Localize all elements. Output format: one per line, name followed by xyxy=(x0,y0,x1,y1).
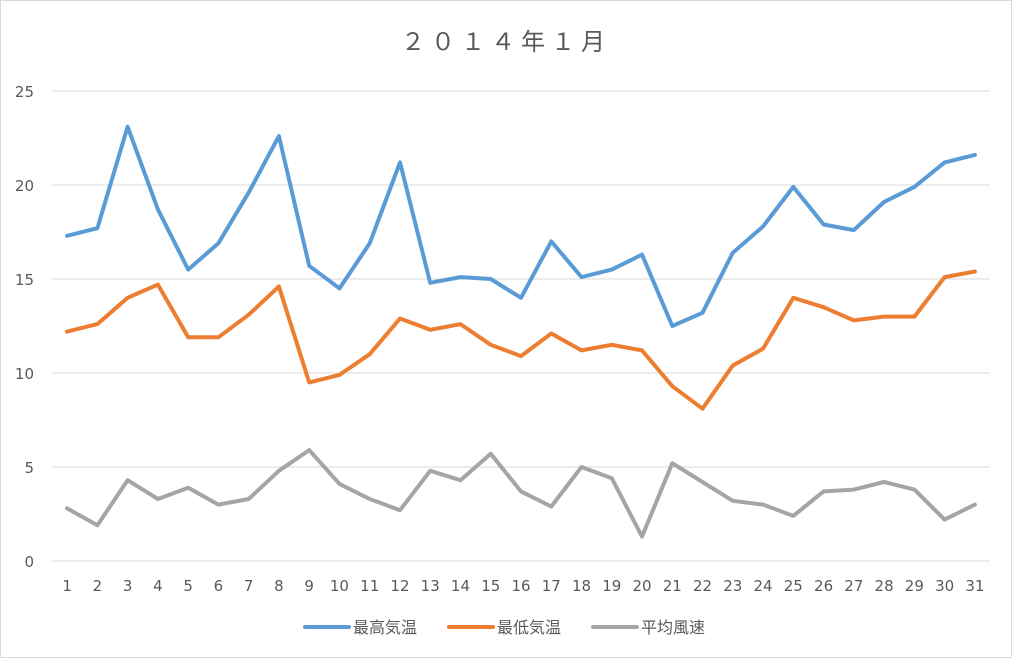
x-tick-label: 7 xyxy=(244,577,254,595)
x-tick-label: 11 xyxy=(360,577,379,595)
x-tick-label: 18 xyxy=(572,577,591,595)
x-tick-label: 9 xyxy=(304,577,314,595)
x-tick-label: 3 xyxy=(123,577,133,595)
x-tick-label: 2 xyxy=(93,577,103,595)
x-tick-label: 15 xyxy=(481,577,500,595)
x-tick-label: 16 xyxy=(511,577,530,595)
gridlines xyxy=(52,90,990,562)
legend-label: 最高気温 xyxy=(353,618,417,637)
legend-label: 最低気温 xyxy=(497,618,561,637)
x-tick-label: 21 xyxy=(663,577,682,595)
x-tick-label: 30 xyxy=(935,577,954,595)
x-tick-label: 28 xyxy=(875,577,894,595)
x-tick-label: 6 xyxy=(214,577,224,595)
legend-label: 平均風速 xyxy=(641,618,705,637)
x-tick-label: 23 xyxy=(723,577,742,595)
x-tick-label: 19 xyxy=(602,577,621,595)
y-tick-label: 15 xyxy=(15,271,34,289)
series-line-2 xyxy=(65,269,977,411)
legend: 最高気温 最低気温 平均風速 xyxy=(303,618,705,637)
x-tick-label: 27 xyxy=(844,577,863,595)
series-line-3 xyxy=(65,448,977,539)
x-tick-label: 4 xyxy=(153,577,163,595)
x-tick-label: 20 xyxy=(632,577,651,595)
x-tick-label: 8 xyxy=(274,577,284,595)
y-tick-label: 25 xyxy=(15,83,34,101)
x-tick-label: 10 xyxy=(330,577,349,595)
y-tick-label: 0 xyxy=(24,553,34,571)
series-lines xyxy=(65,124,977,539)
x-tick-label: 5 xyxy=(183,577,193,595)
y-axis-tick-labels: 0 5 10 15 20 25 xyxy=(15,83,34,571)
x-tick-label: 24 xyxy=(754,577,773,595)
y-tick-label: 20 xyxy=(15,177,34,195)
x-tick-label: 22 xyxy=(693,577,712,595)
series-line-1 xyxy=(65,124,977,328)
x-tick-label: 31 xyxy=(965,577,984,595)
x-tick-label: 14 xyxy=(451,577,470,595)
x-tick-label: 25 xyxy=(784,577,803,595)
x-tick-label: 29 xyxy=(905,577,924,595)
chart-title: ２０１４年１月 xyxy=(401,28,611,56)
x-tick-label: 13 xyxy=(421,577,440,595)
x-tick-label: 17 xyxy=(542,577,561,595)
x-tick-label: 1 xyxy=(62,577,72,595)
x-axis-tick-labels: 1 2 3 4 5 6 7 8 9 10 11 12 13 14 15 16 17 18 19 20 21 22 23 24 2… xyxy=(62,577,984,595)
x-tick-label: 12 xyxy=(390,577,409,595)
x-tick-label: 26 xyxy=(814,577,833,595)
y-tick-label: 5 xyxy=(24,459,34,477)
y-tick-label: 10 xyxy=(15,365,34,383)
